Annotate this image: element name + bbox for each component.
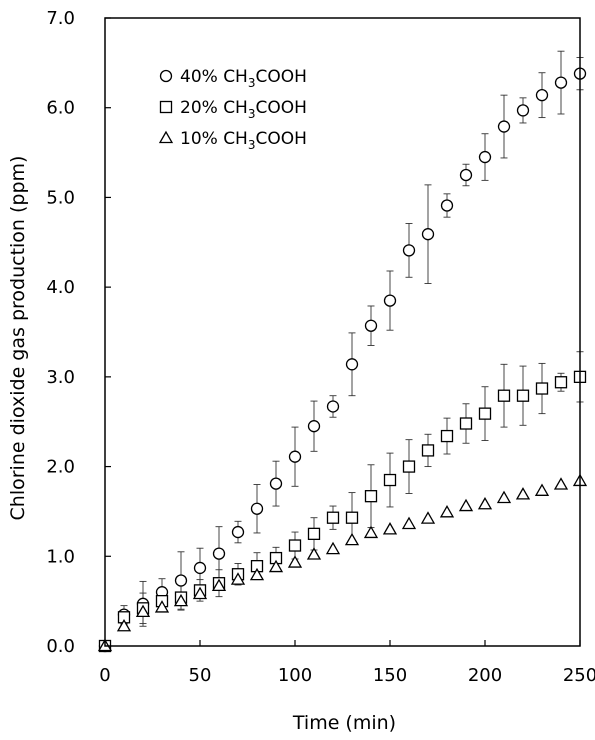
square-point xyxy=(459,417,473,430)
square-point xyxy=(497,389,511,402)
y-tick-label: 3.0 xyxy=(46,367,75,388)
square-point xyxy=(288,539,302,552)
square-point xyxy=(383,473,397,487)
square-point xyxy=(402,460,416,473)
legend-entry: 40% CH3COOH xyxy=(180,67,307,90)
triangle-point xyxy=(439,505,455,518)
legend-triangle-marker xyxy=(158,130,174,144)
triangle-point xyxy=(173,593,189,607)
circle-point xyxy=(269,477,283,490)
x-tick-labels: 0 50 100 150 200 250 xyxy=(99,665,595,686)
circle-point xyxy=(174,574,188,587)
triangle-point xyxy=(515,487,531,500)
legend-circle-marker xyxy=(159,69,173,83)
y-axis-title: Chlorine dioxide gas production (ppm) xyxy=(7,156,29,521)
triangle-point xyxy=(420,511,436,524)
circle-point xyxy=(421,228,435,241)
y-tick-label: 6.0 xyxy=(46,98,75,119)
circle-point xyxy=(535,89,549,102)
circle-point xyxy=(497,120,511,133)
circle-point xyxy=(364,319,378,332)
triangle-point xyxy=(325,541,341,555)
square-point xyxy=(554,376,568,389)
y-tick-label: 4.0 xyxy=(46,277,75,298)
legend-entry: 20% CH3COOH xyxy=(180,98,307,121)
triangle-point xyxy=(192,586,208,600)
triangle-point xyxy=(534,483,550,496)
plot-frame xyxy=(104,17,581,647)
triangle-point xyxy=(306,547,322,560)
circle-point xyxy=(288,450,302,463)
data-markers xyxy=(97,67,588,653)
circle-point xyxy=(345,358,359,371)
triangle-point xyxy=(287,555,303,568)
triangle-point xyxy=(363,525,379,539)
triangle-point xyxy=(268,559,284,573)
square-point xyxy=(364,490,378,503)
triangle-point xyxy=(496,490,512,504)
square-point xyxy=(326,511,340,524)
square-point xyxy=(516,389,530,402)
square-point xyxy=(345,511,359,524)
circle-point xyxy=(383,294,397,307)
triangle-point xyxy=(401,516,417,530)
y-tick-label: 0.0 xyxy=(46,636,75,657)
y-tick-label: 7.0 xyxy=(46,8,75,29)
y-tick-labels: 0.0 1.0 2.0 3.0 4.0 5.0 6.0 7.0 xyxy=(46,8,75,657)
legend-square-marker xyxy=(159,100,173,114)
circle-point xyxy=(440,199,454,212)
triangle-point xyxy=(154,600,170,613)
x-tick-label: 150 xyxy=(373,665,407,686)
circle-point xyxy=(516,104,530,117)
x-tick-label: 250 xyxy=(563,665,595,686)
legend: 40% CH3COOH 20% CH3COOH 10% CH3COOH xyxy=(158,67,307,152)
square-point xyxy=(307,527,321,541)
triangle-point xyxy=(344,532,360,546)
circle-point xyxy=(212,547,226,560)
x-tick-label: 0 xyxy=(99,665,110,686)
circle-point xyxy=(459,168,473,182)
x-axis-title: Time (min) xyxy=(292,712,396,734)
triangle-point xyxy=(135,604,151,618)
triangle-point xyxy=(211,578,227,592)
circle-point xyxy=(402,244,416,257)
x-tick-label: 50 xyxy=(189,665,212,686)
square-point xyxy=(535,382,549,395)
triangle-point xyxy=(553,477,569,490)
circle-point xyxy=(250,502,264,515)
square-point xyxy=(478,407,492,420)
x-tick-label: 200 xyxy=(468,665,502,686)
triangle-point xyxy=(477,496,493,510)
circle-point xyxy=(478,150,492,164)
x-tick-label: 100 xyxy=(278,665,312,686)
triangle-point xyxy=(116,618,132,632)
circle-point xyxy=(554,76,568,89)
circle-point xyxy=(231,525,245,539)
circle-point xyxy=(326,400,340,413)
legend-entry: 10% CH3COOH xyxy=(180,129,307,152)
y-tick-label: 5.0 xyxy=(46,187,75,208)
triangle-point xyxy=(249,567,265,581)
triangle-point xyxy=(458,498,474,512)
square-point xyxy=(421,444,435,457)
square-point xyxy=(440,429,454,443)
axis-ticks xyxy=(104,17,581,647)
triangle-point xyxy=(382,522,398,535)
circle-point xyxy=(193,561,207,575)
y-tick-label: 1.0 xyxy=(46,546,75,567)
circle-point xyxy=(307,420,321,433)
triangle-point xyxy=(230,572,246,585)
y-tick-label: 2.0 xyxy=(46,457,75,478)
